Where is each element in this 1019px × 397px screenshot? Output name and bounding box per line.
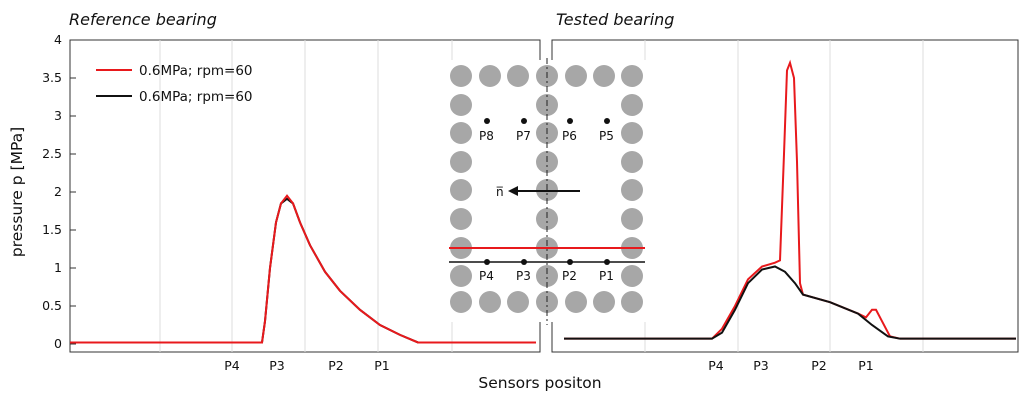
sensor-point bbox=[521, 259, 527, 265]
sensor-label-top: P6 bbox=[562, 129, 577, 143]
y-tick-label: 0 bbox=[54, 336, 62, 351]
sensor-point bbox=[567, 259, 573, 265]
y-tick-label: 1 bbox=[54, 260, 62, 275]
roller-circle bbox=[621, 265, 643, 287]
roller-circle bbox=[450, 208, 472, 230]
y-tick-label: 1.5 bbox=[42, 222, 62, 237]
roller-circle bbox=[536, 208, 558, 230]
roller-circle bbox=[621, 94, 643, 116]
y-tick-label: 3.5 bbox=[42, 70, 62, 85]
sensor-label-top: P7 bbox=[516, 129, 531, 143]
y-axis-label: pressure p [MPa] bbox=[8, 127, 26, 257]
roller-circle bbox=[479, 65, 501, 87]
sensor-label-top: P8 bbox=[479, 129, 494, 143]
roller-circle bbox=[479, 291, 501, 313]
left-x-tick-label: P3 bbox=[269, 358, 285, 373]
left-series bbox=[70, 194, 536, 344]
left-grid bbox=[159, 40, 453, 352]
bearing-diagram: P8 P7 P6 P5 P4 P3 P2 P1 n̅ bbox=[445, 58, 650, 325]
sensor-point bbox=[484, 118, 490, 124]
roller-circle bbox=[621, 65, 643, 87]
roller-circle bbox=[507, 65, 529, 87]
x-axis-label: Sensors positon bbox=[478, 374, 601, 392]
roller-circle bbox=[450, 265, 472, 287]
legend-label-black: 0.6MPa; rpm=60 bbox=[139, 89, 253, 105]
legend-label-red: 0.6MPa; rpm=60 bbox=[139, 63, 253, 79]
roller-circle bbox=[450, 151, 472, 173]
right-x-tick-labels: P4 P3 P2 P1 bbox=[708, 358, 874, 373]
roller-circle bbox=[507, 291, 529, 313]
right-red-series-line bbox=[564, 59, 1016, 340]
roller-circle bbox=[450, 291, 472, 313]
roller-circle bbox=[450, 94, 472, 116]
right-x-tick-label: P1 bbox=[858, 358, 874, 373]
y-tick-label: 2 bbox=[54, 184, 62, 199]
roller-circle bbox=[621, 208, 643, 230]
sensor-point bbox=[604, 259, 610, 265]
roller-circles bbox=[450, 65, 643, 313]
roller-circle bbox=[621, 122, 643, 144]
roller-circle bbox=[593, 65, 615, 87]
right-panel-subtitle: Tested bearing bbox=[556, 10, 674, 29]
arrow-label: n̅ bbox=[496, 185, 504, 199]
roller-circle bbox=[450, 179, 472, 201]
left-red-series-line bbox=[70, 194, 536, 344]
roller-circle bbox=[450, 122, 472, 144]
sensor-points-top: P8 P7 P6 P5 bbox=[479, 118, 614, 143]
right-x-tick-label: P4 bbox=[708, 358, 724, 373]
sensor-point bbox=[484, 259, 490, 265]
roller-circle bbox=[593, 291, 615, 313]
right-series bbox=[564, 59, 1016, 340]
y-tick-label: 4 bbox=[54, 32, 62, 47]
roller-circle bbox=[621, 151, 643, 173]
sensor-points-bottom: P4 P3 P2 P1 bbox=[479, 259, 614, 283]
left-panel-subtitle: Reference bearing bbox=[69, 10, 217, 29]
legend: 0.6MPa; rpm=60 0.6MPa; rpm=60 bbox=[96, 63, 253, 105]
sensor-label-bottom: P4 bbox=[479, 269, 494, 283]
roller-circle bbox=[565, 65, 587, 87]
right-x-tick-label: P2 bbox=[811, 358, 827, 373]
sensor-label-bottom: P1 bbox=[599, 269, 614, 283]
roller-circle bbox=[621, 291, 643, 313]
roller-circle bbox=[450, 65, 472, 87]
left-x-tick-label: P1 bbox=[374, 358, 390, 373]
sensor-label-bottom: P3 bbox=[516, 269, 531, 283]
y-tick-label: 0.5 bbox=[42, 298, 62, 313]
right-black-series-line bbox=[564, 265, 1016, 340]
roller-circle bbox=[621, 179, 643, 201]
arrow-head-icon bbox=[508, 186, 518, 196]
right-x-tick-label: P3 bbox=[753, 358, 769, 373]
left-x-tick-label: P4 bbox=[224, 358, 240, 373]
roller-circle bbox=[536, 265, 558, 287]
roller-circle bbox=[565, 291, 587, 313]
y-tick-labels: 0 0.5 1 1.5 2 2.5 3 3.5 4 bbox=[42, 32, 76, 351]
y-tick-label: 3 bbox=[54, 108, 62, 123]
sensor-point bbox=[567, 118, 573, 124]
y-tick-label: 2.5 bbox=[42, 146, 62, 161]
sensor-label-bottom: P2 bbox=[562, 269, 577, 283]
left-x-tick-label: P2 bbox=[328, 358, 344, 373]
sensor-point bbox=[521, 118, 527, 124]
sensor-label-top: P5 bbox=[599, 129, 614, 143]
right-grid bbox=[644, 40, 924, 352]
left-x-tick-labels: P4 P3 P2 P1 bbox=[224, 358, 390, 373]
sensor-point bbox=[604, 118, 610, 124]
